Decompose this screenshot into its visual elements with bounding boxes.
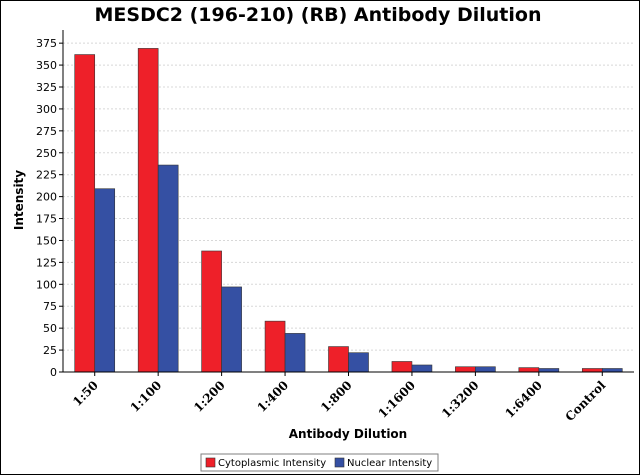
- legend-box: [200, 453, 439, 472]
- bar-cytoplasmic: [328, 346, 349, 373]
- y-tick-label: 25: [43, 344, 57, 357]
- bars: [74, 48, 623, 373]
- legend-swatch: [334, 457, 345, 468]
- bar-nuclear: [538, 368, 560, 373]
- bar-nuclear: [601, 368, 623, 373]
- x-ticks: 1:50 1:100 1:200 1:400 1:800 1:1600 1:3200 1:64…: [70, 372, 609, 424]
- x-tick-label: Control: [563, 378, 609, 424]
- y-tick-label: 75: [43, 300, 57, 313]
- y-tick-label: 350: [36, 59, 57, 72]
- bar-nuclear: [157, 164, 179, 373]
- y-tick-label: 175: [36, 213, 57, 226]
- y-tick-label: 50: [43, 322, 57, 335]
- y-axis-label: Intensity: [12, 170, 26, 230]
- legend-label: Cytoplasmic Intensity: [218, 458, 326, 469]
- x-tick-label: 1:100: [128, 378, 165, 415]
- bar-cytoplasmic: [581, 368, 603, 373]
- chart-title: MESDC2 (196-210) (RB) Antibody Dilution: [95, 4, 542, 26]
- y-tick-label: 150: [36, 234, 57, 247]
- y-tick-label: 125: [36, 256, 57, 269]
- y-tick-label: 0: [50, 366, 57, 379]
- y-tick-label: 200: [36, 191, 57, 204]
- legend-swatch: [205, 457, 216, 468]
- bar-cytoplasmic: [264, 320, 286, 373]
- y-tick-label: 275: [36, 125, 57, 138]
- legend-label: Nuclear Intensity: [347, 458, 432, 469]
- y-tick-label: 300: [36, 103, 57, 116]
- bar-cytoplasmic: [518, 367, 540, 373]
- y-tick-label: 100: [36, 278, 57, 291]
- bar-cytoplasmic: [455, 366, 476, 373]
- bar-nuclear: [348, 352, 369, 373]
- bar-nuclear: [475, 366, 496, 373]
- bar-nuclear: [284, 333, 306, 373]
- x-axis-label: Antibody Dilution: [289, 427, 407, 441]
- bar-cytoplasmic: [137, 48, 159, 373]
- y-tick-label: 325: [36, 81, 57, 94]
- x-tick-label: 1:200: [191, 378, 228, 415]
- x-tick-label: 1:3200: [439, 378, 482, 421]
- y-ticks: 0 25 50 75 100 125 150 175 200 225 250 275 300 325 350…: [36, 37, 63, 379]
- legend: Cytoplasmic Intensity Nuclear Intensity: [200, 453, 439, 472]
- bar-cytoplasmic: [74, 54, 96, 373]
- bar-nuclear: [221, 286, 242, 373]
- y-tick-label: 225: [36, 169, 57, 182]
- bar-nuclear: [94, 188, 116, 373]
- x-tick-label: 1:800: [318, 378, 355, 415]
- bar-cytoplasmic: [201, 250, 222, 373]
- y-tick-label: 375: [36, 37, 57, 50]
- x-tick-label: 1:1600: [376, 378, 419, 421]
- x-tick-label: 1:400: [255, 378, 292, 415]
- y-tick-label: 250: [36, 147, 57, 160]
- x-tick-label: 1:6400: [502, 378, 545, 421]
- bar-nuclear: [411, 364, 433, 373]
- x-tick-label: 1:50: [70, 378, 101, 409]
- bar-cytoplasmic: [391, 361, 413, 373]
